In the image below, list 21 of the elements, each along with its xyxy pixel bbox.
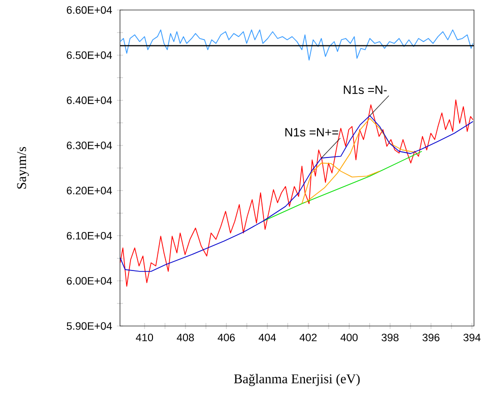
y-tick-label: 6.40E+04: [66, 96, 112, 104]
y-tick-label: 6.50E+04: [66, 51, 112, 59]
y-tick-label: 5.90E+04: [66, 322, 112, 330]
x-tick-label: 404: [258, 334, 276, 342]
x-tick-label: 408: [176, 334, 194, 342]
y-tick-label: 6.00E+04: [66, 277, 112, 285]
x-tick-label: 396: [422, 334, 440, 342]
x-tick-label: 400: [340, 334, 358, 342]
x-tick-label: 394: [463, 334, 481, 342]
y-tick-label: 6.60E+04: [66, 6, 112, 14]
y-axis-title: Sayım/s: [17, 147, 29, 189]
annotation: N1s =N-: [344, 86, 387, 94]
x-axis-title: Bağlanma Enerjisi (eV): [234, 374, 360, 386]
x-tick-label: 402: [300, 334, 317, 342]
y-tick-label: 6.30E+04: [66, 142, 112, 150]
y-tick-label: 6.10E+04: [66, 232, 112, 240]
x-tick-label: 410: [136, 334, 154, 342]
x-tick-label: 398: [382, 334, 399, 342]
x-tick-label: 406: [218, 334, 235, 342]
annotation: N1s =N+=: [285, 128, 338, 136]
y-tick-label: 6.20E+04: [66, 186, 112, 194]
